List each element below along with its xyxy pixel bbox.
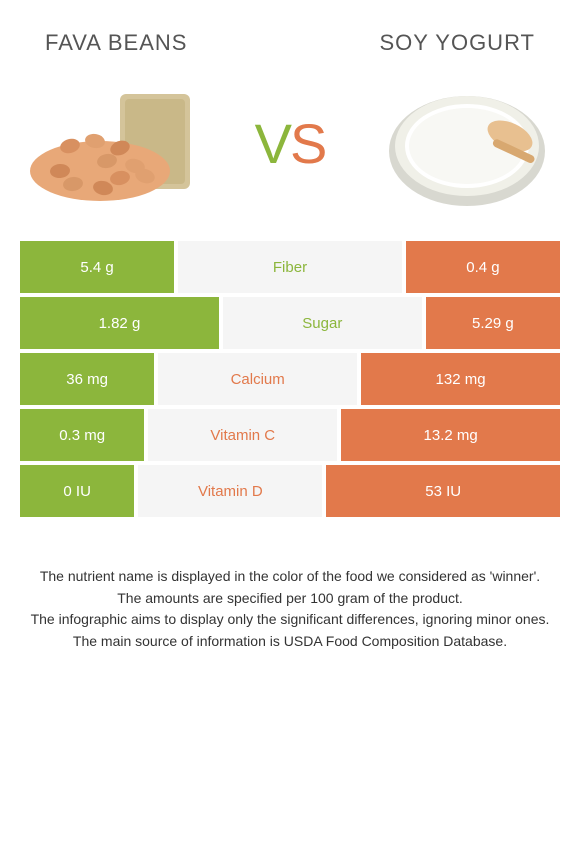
footer-line: The main source of information is USDA F… (20, 632, 560, 652)
table-row: 0 IU Vitamin D 53 IU (20, 465, 560, 517)
table-row: 0.3 mg Vitamin C 13.2 mg (20, 409, 560, 461)
right-value: 5.29 g (426, 297, 560, 349)
vs-v: V (255, 112, 290, 175)
left-value: 36 mg (20, 353, 154, 405)
left-value: 1.82 g (20, 297, 219, 349)
left-value: 0.3 mg (20, 409, 144, 461)
right-value: 13.2 mg (341, 409, 560, 461)
vs-label: VS (255, 111, 326, 176)
vs-s: S (290, 112, 325, 175)
footer-line: The amounts are specified per 100 gram o… (20, 589, 560, 609)
fava-beans-image (25, 76, 200, 211)
nutrient-label: Vitamin D (138, 465, 322, 517)
right-food-title: SOY YOGURT (380, 30, 536, 56)
table-row: 5.4 g Fiber 0.4 g (20, 241, 560, 293)
right-value: 132 mg (361, 353, 560, 405)
nutrient-label: Fiber (178, 241, 402, 293)
soy-yogurt-image (380, 76, 555, 211)
footer-line: The infographic aims to display only the… (20, 610, 560, 630)
images-row: VS (15, 76, 565, 241)
table-row: 1.82 g Sugar 5.29 g (20, 297, 560, 349)
left-value: 0 IU (20, 465, 134, 517)
left-food-title: FAVA BEANS (45, 30, 187, 56)
table-row: 36 mg Calcium 132 mg (20, 353, 560, 405)
header: FAVA BEANS SOY YOGURT (15, 20, 565, 76)
nutrient-table: 5.4 g Fiber 0.4 g 1.82 g Sugar 5.29 g 36… (15, 241, 565, 517)
nutrient-label: Calcium (158, 353, 357, 405)
footer-notes: The nutrient name is displayed in the co… (15, 517, 565, 651)
left-value: 5.4 g (20, 241, 174, 293)
right-value: 0.4 g (406, 241, 560, 293)
nutrient-label: Sugar (223, 297, 422, 349)
nutrient-label: Vitamin C (148, 409, 337, 461)
right-value: 53 IU (326, 465, 560, 517)
footer-line: The nutrient name is displayed in the co… (20, 567, 560, 587)
